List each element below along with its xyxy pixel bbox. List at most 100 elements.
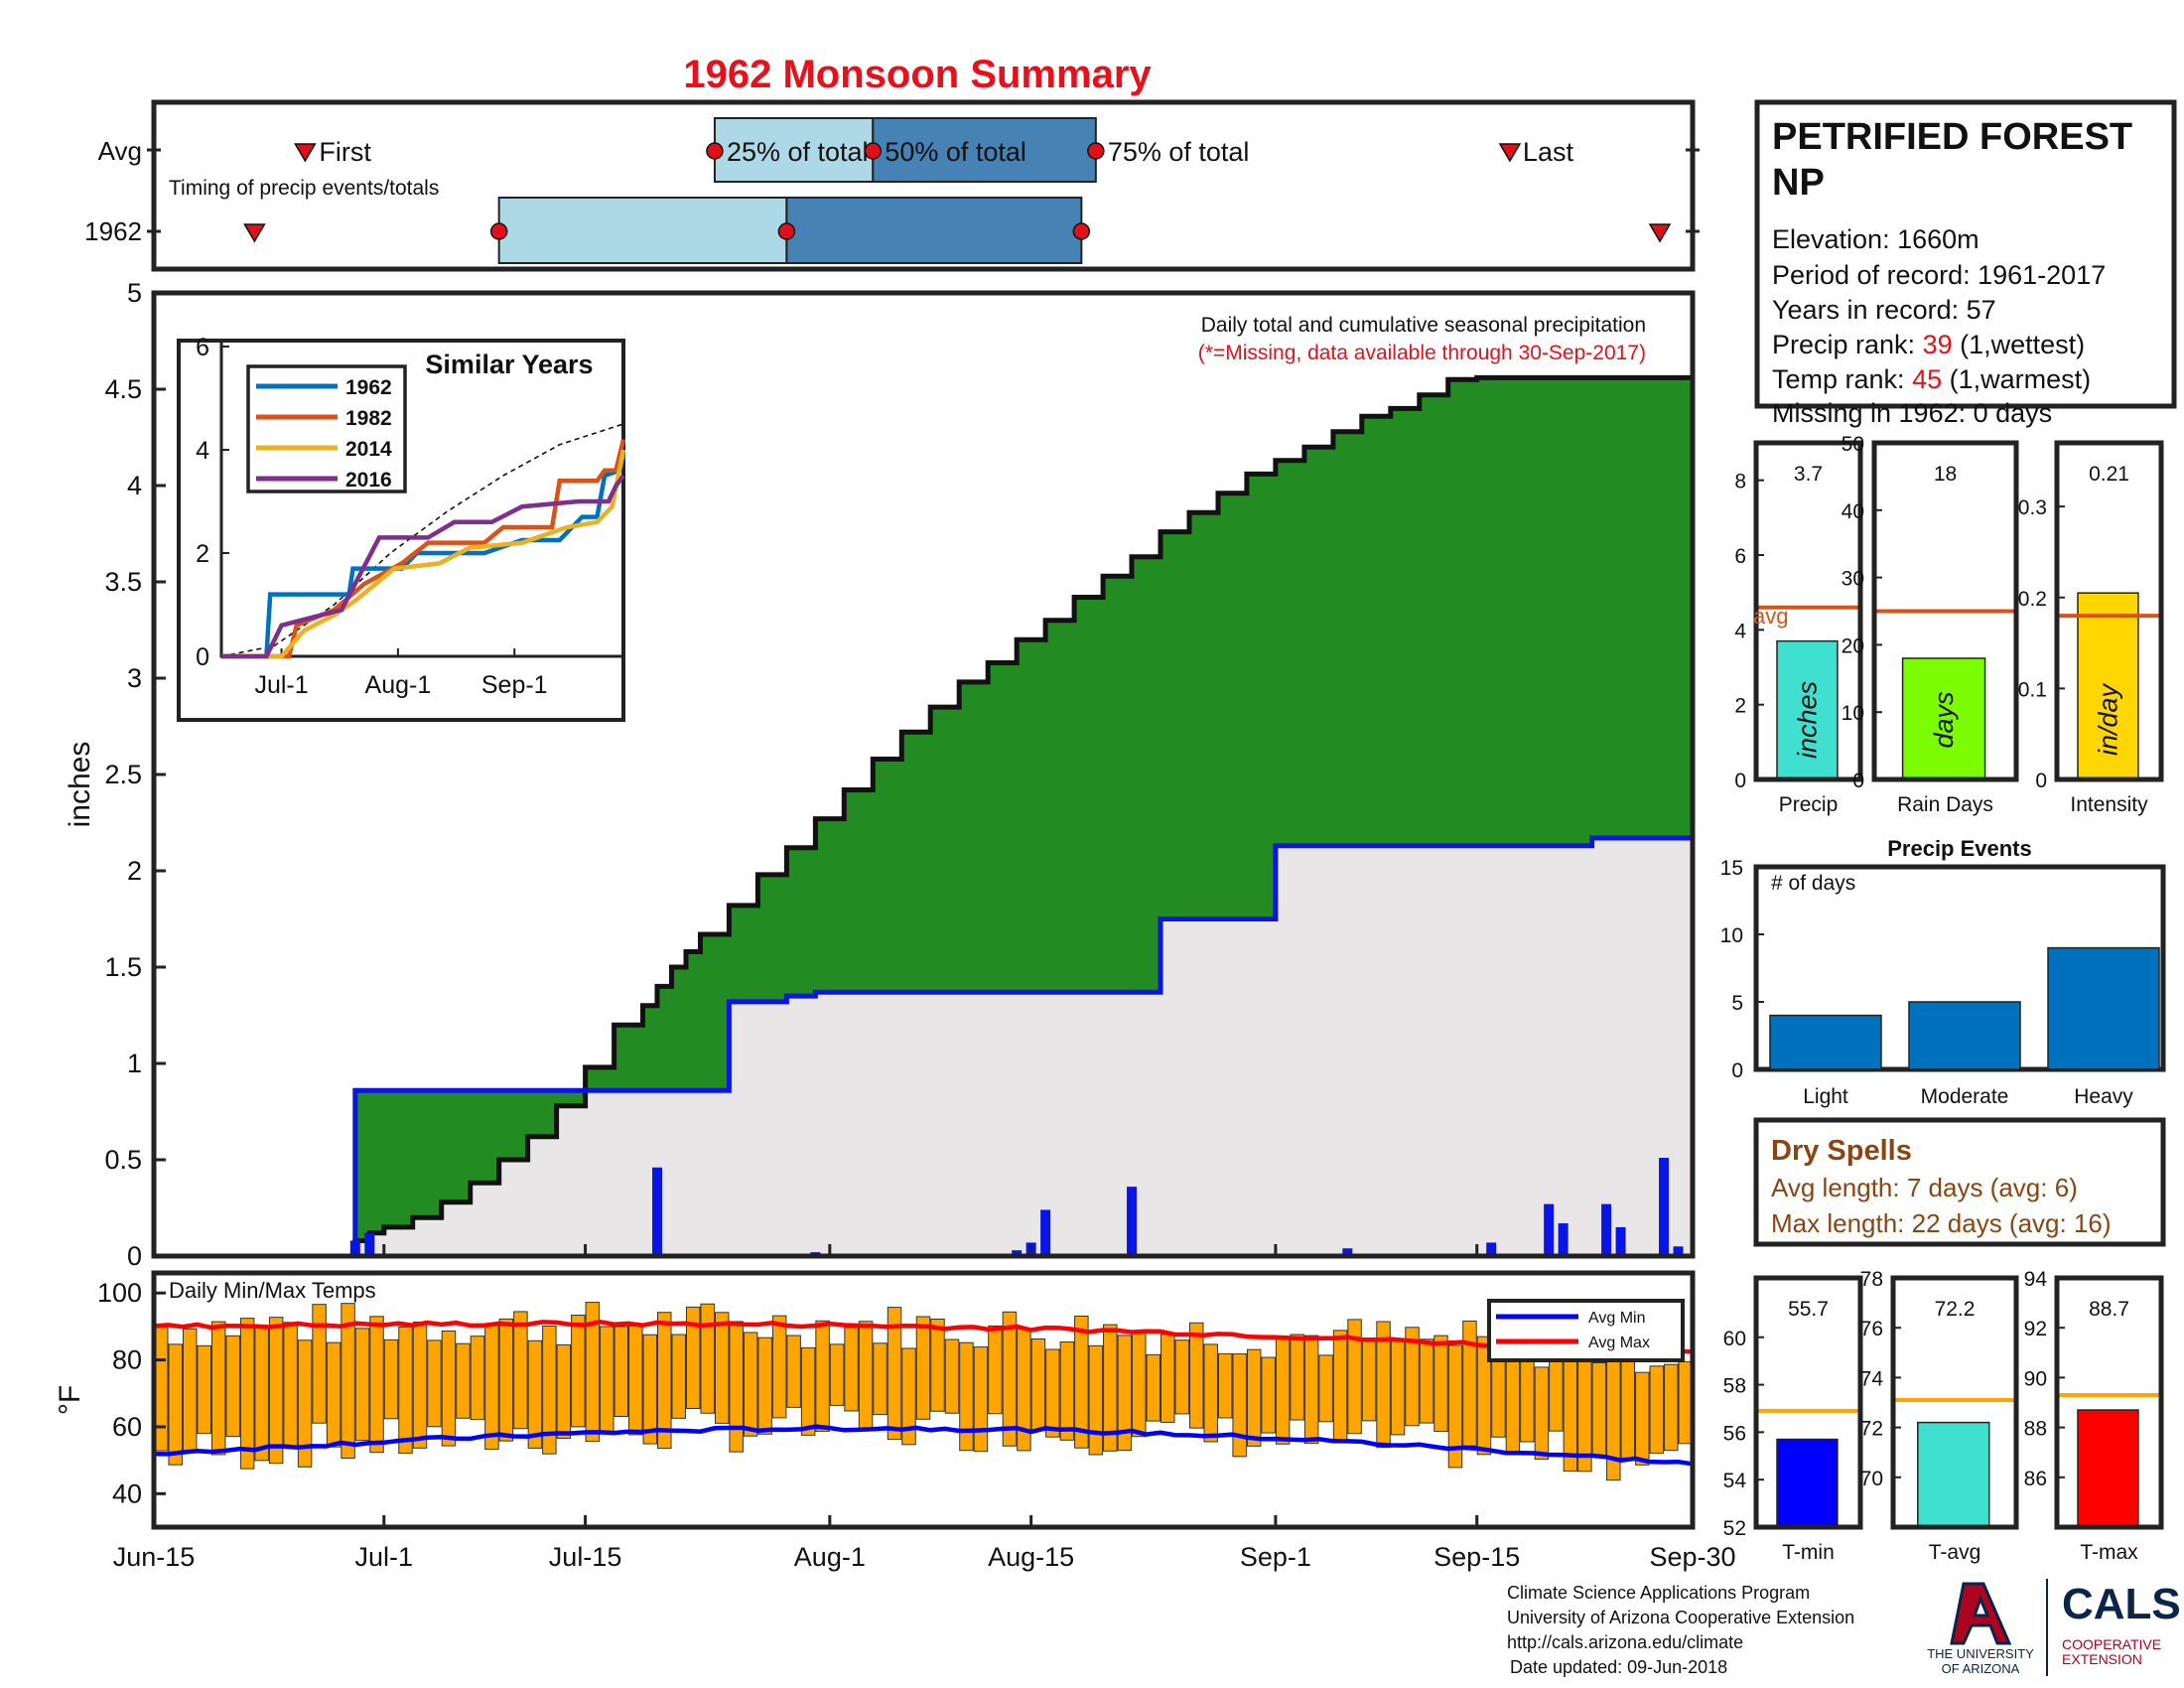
daily-temp-bar <box>1160 1334 1175 1423</box>
intensity-frame <box>2054 440 2164 782</box>
x-tick-label: Aug-15 <box>988 1542 1074 1572</box>
timing-avg-last-marker <box>1498 143 1522 163</box>
footer-url: http://cals.arizona.edu/climate <box>1507 1632 1743 1652</box>
daily-temp-bar <box>1188 1322 1204 1429</box>
tavg-y-tick-label: 70 <box>1860 1468 1883 1490</box>
x-tick-label: Sep-1 <box>1240 1542 1311 1572</box>
cumulative-precip-line <box>154 374 1693 1259</box>
events-title: Precip Events <box>1887 836 2032 861</box>
daily-temp-bar <box>498 1318 514 1442</box>
temp-y-tick-label: 100 <box>97 1278 142 1308</box>
timing-75-label: 75% of total <box>1108 137 1250 167</box>
footer-date: Date updated: 09-Jun-2018 <box>1510 1657 1727 1677</box>
daily-temp-bar <box>671 1334 686 1419</box>
daily-temp-bar <box>1275 1337 1291 1445</box>
daily-temp-bar <box>168 1343 183 1466</box>
daily-temp-bar <box>1318 1354 1333 1423</box>
tmin-x-label: T-min <box>1782 1541 1835 1564</box>
daily-temp-bar <box>973 1346 989 1453</box>
precip-y-tick-label: 2 <box>1734 695 1746 718</box>
daily-precip-bar <box>1601 1203 1612 1256</box>
daily-temp-bar <box>225 1335 240 1438</box>
daily-temp-bar <box>1462 1320 1477 1447</box>
precip-avg-label: avg <box>1753 604 1788 629</box>
temp-y-axis-label: °F <box>54 1385 86 1415</box>
avg-max-temp-line <box>153 1319 1694 1355</box>
rank-part: Temp rank: <box>1772 364 1912 394</box>
avg-min-temp-line <box>153 1424 1694 1467</box>
daily-temp-bar <box>1174 1339 1189 1415</box>
intensity-unit: in/day <box>2093 682 2122 756</box>
timing-year-box-50-75 <box>785 197 1083 264</box>
tmax-y-tick-label: 94 <box>2024 1268 2048 1291</box>
y-tick-label: 2.5 <box>104 760 142 789</box>
tmin-y-tick-label: 52 <box>1723 1517 1746 1540</box>
tmax-value: 88.7 <box>2089 1298 2129 1321</box>
daily-temp-bar <box>383 1338 399 1420</box>
daily-temp-bar <box>210 1321 226 1456</box>
footer-university: University of Arizona Cooperative Extens… <box>1507 1608 1854 1627</box>
daily-temp-bar <box>1303 1335 1319 1445</box>
inset-series-line-2016 <box>221 474 625 659</box>
station-temp-rank: Temp rank: 45 (1,warmest) <box>1772 364 2091 394</box>
intensity-y-tick-label: 0.2 <box>2018 588 2047 611</box>
footer-program: Climate Science Applications Program <box>1507 1583 1810 1603</box>
inset-title: Similar Years <box>425 350 593 379</box>
daily-temp-bar <box>1146 1353 1161 1422</box>
timing-year-first-marker <box>243 223 266 243</box>
daily-temp-bar <box>154 1326 169 1452</box>
cals-logo-sub: COOPERATIVE <box>2062 1636 2161 1652</box>
main-y-axis-label: inches <box>64 742 96 828</box>
station-name-line2: NP <box>1772 162 1825 204</box>
daily-temp-bar <box>614 1326 629 1417</box>
inset-x-tick-label: Jul-1 <box>254 671 308 699</box>
y-tick-label: 0.5 <box>104 1145 142 1175</box>
daily-precip-bar <box>1012 1250 1023 1256</box>
y-tick-label: 1.5 <box>104 952 142 982</box>
rank-part: (1,warmest) <box>1942 364 2091 394</box>
inset-series-line-2014 <box>221 449 626 659</box>
daily-temp-bar <box>197 1344 211 1435</box>
daily-temp-bar <box>571 1315 586 1428</box>
daily-precip-bar <box>1615 1226 1626 1256</box>
main-note: Daily total and cumulative seasonal prec… <box>1201 314 1646 337</box>
daily-temp-bar <box>628 1325 643 1436</box>
precip-y-tick-label: 0 <box>1734 770 1746 792</box>
daily-temp-bar <box>1361 1340 1377 1422</box>
daily-temp-bar <box>398 1326 413 1455</box>
events-x-label: Moderate <box>1921 1085 2009 1108</box>
station-info-frame <box>1754 99 2177 409</box>
raindays-x-label: Rain Days <box>1897 793 1993 816</box>
daily-temp-bar <box>326 1341 341 1448</box>
daily-temp-bar <box>1476 1336 1492 1456</box>
daily-temp-bar <box>1534 1366 1550 1461</box>
tmax-bar <box>2077 1409 2139 1528</box>
daily-temp-bar <box>1419 1338 1434 1424</box>
daily-temp-bar <box>369 1316 384 1454</box>
timing-first-label: First <box>319 137 371 167</box>
intensity-y-tick-label: 0.1 <box>2018 678 2047 701</box>
precip-y-tick-label: 8 <box>1734 471 1746 493</box>
raindays-y-tick-label: 10 <box>1842 702 1864 725</box>
daily-temp-bar <box>341 1303 355 1459</box>
events-bar-heavy <box>2047 946 2160 1070</box>
tavg-value: 72.2 <box>1935 1298 1976 1321</box>
temp-legend-max-label: Avg Max <box>1588 1335 1650 1351</box>
daily-temp-bar <box>470 1336 485 1421</box>
daily-temp-bar <box>1002 1311 1018 1447</box>
timing-avg-50-marker <box>864 142 883 160</box>
daily-temp-bar <box>815 1320 830 1432</box>
daily-temp-bar <box>1117 1335 1133 1452</box>
daily-temp-bar <box>901 1347 916 1446</box>
temp-y-tick-label: 60 <box>112 1412 142 1442</box>
daily-temp-bar <box>800 1346 816 1436</box>
y-tick-label: 3 <box>127 663 142 693</box>
daily-temp-bar <box>1649 1365 1665 1455</box>
daily-temp-bar <box>412 1321 428 1449</box>
daily-temp-bar <box>1203 1343 1218 1443</box>
ua-logo-text: THE UNIVERSITY <box>1927 1646 2034 1661</box>
daily-temp-bar <box>873 1342 887 1416</box>
timing-avg-first-marker <box>294 143 317 163</box>
tavg-y-tick-label: 74 <box>1860 1367 1884 1390</box>
